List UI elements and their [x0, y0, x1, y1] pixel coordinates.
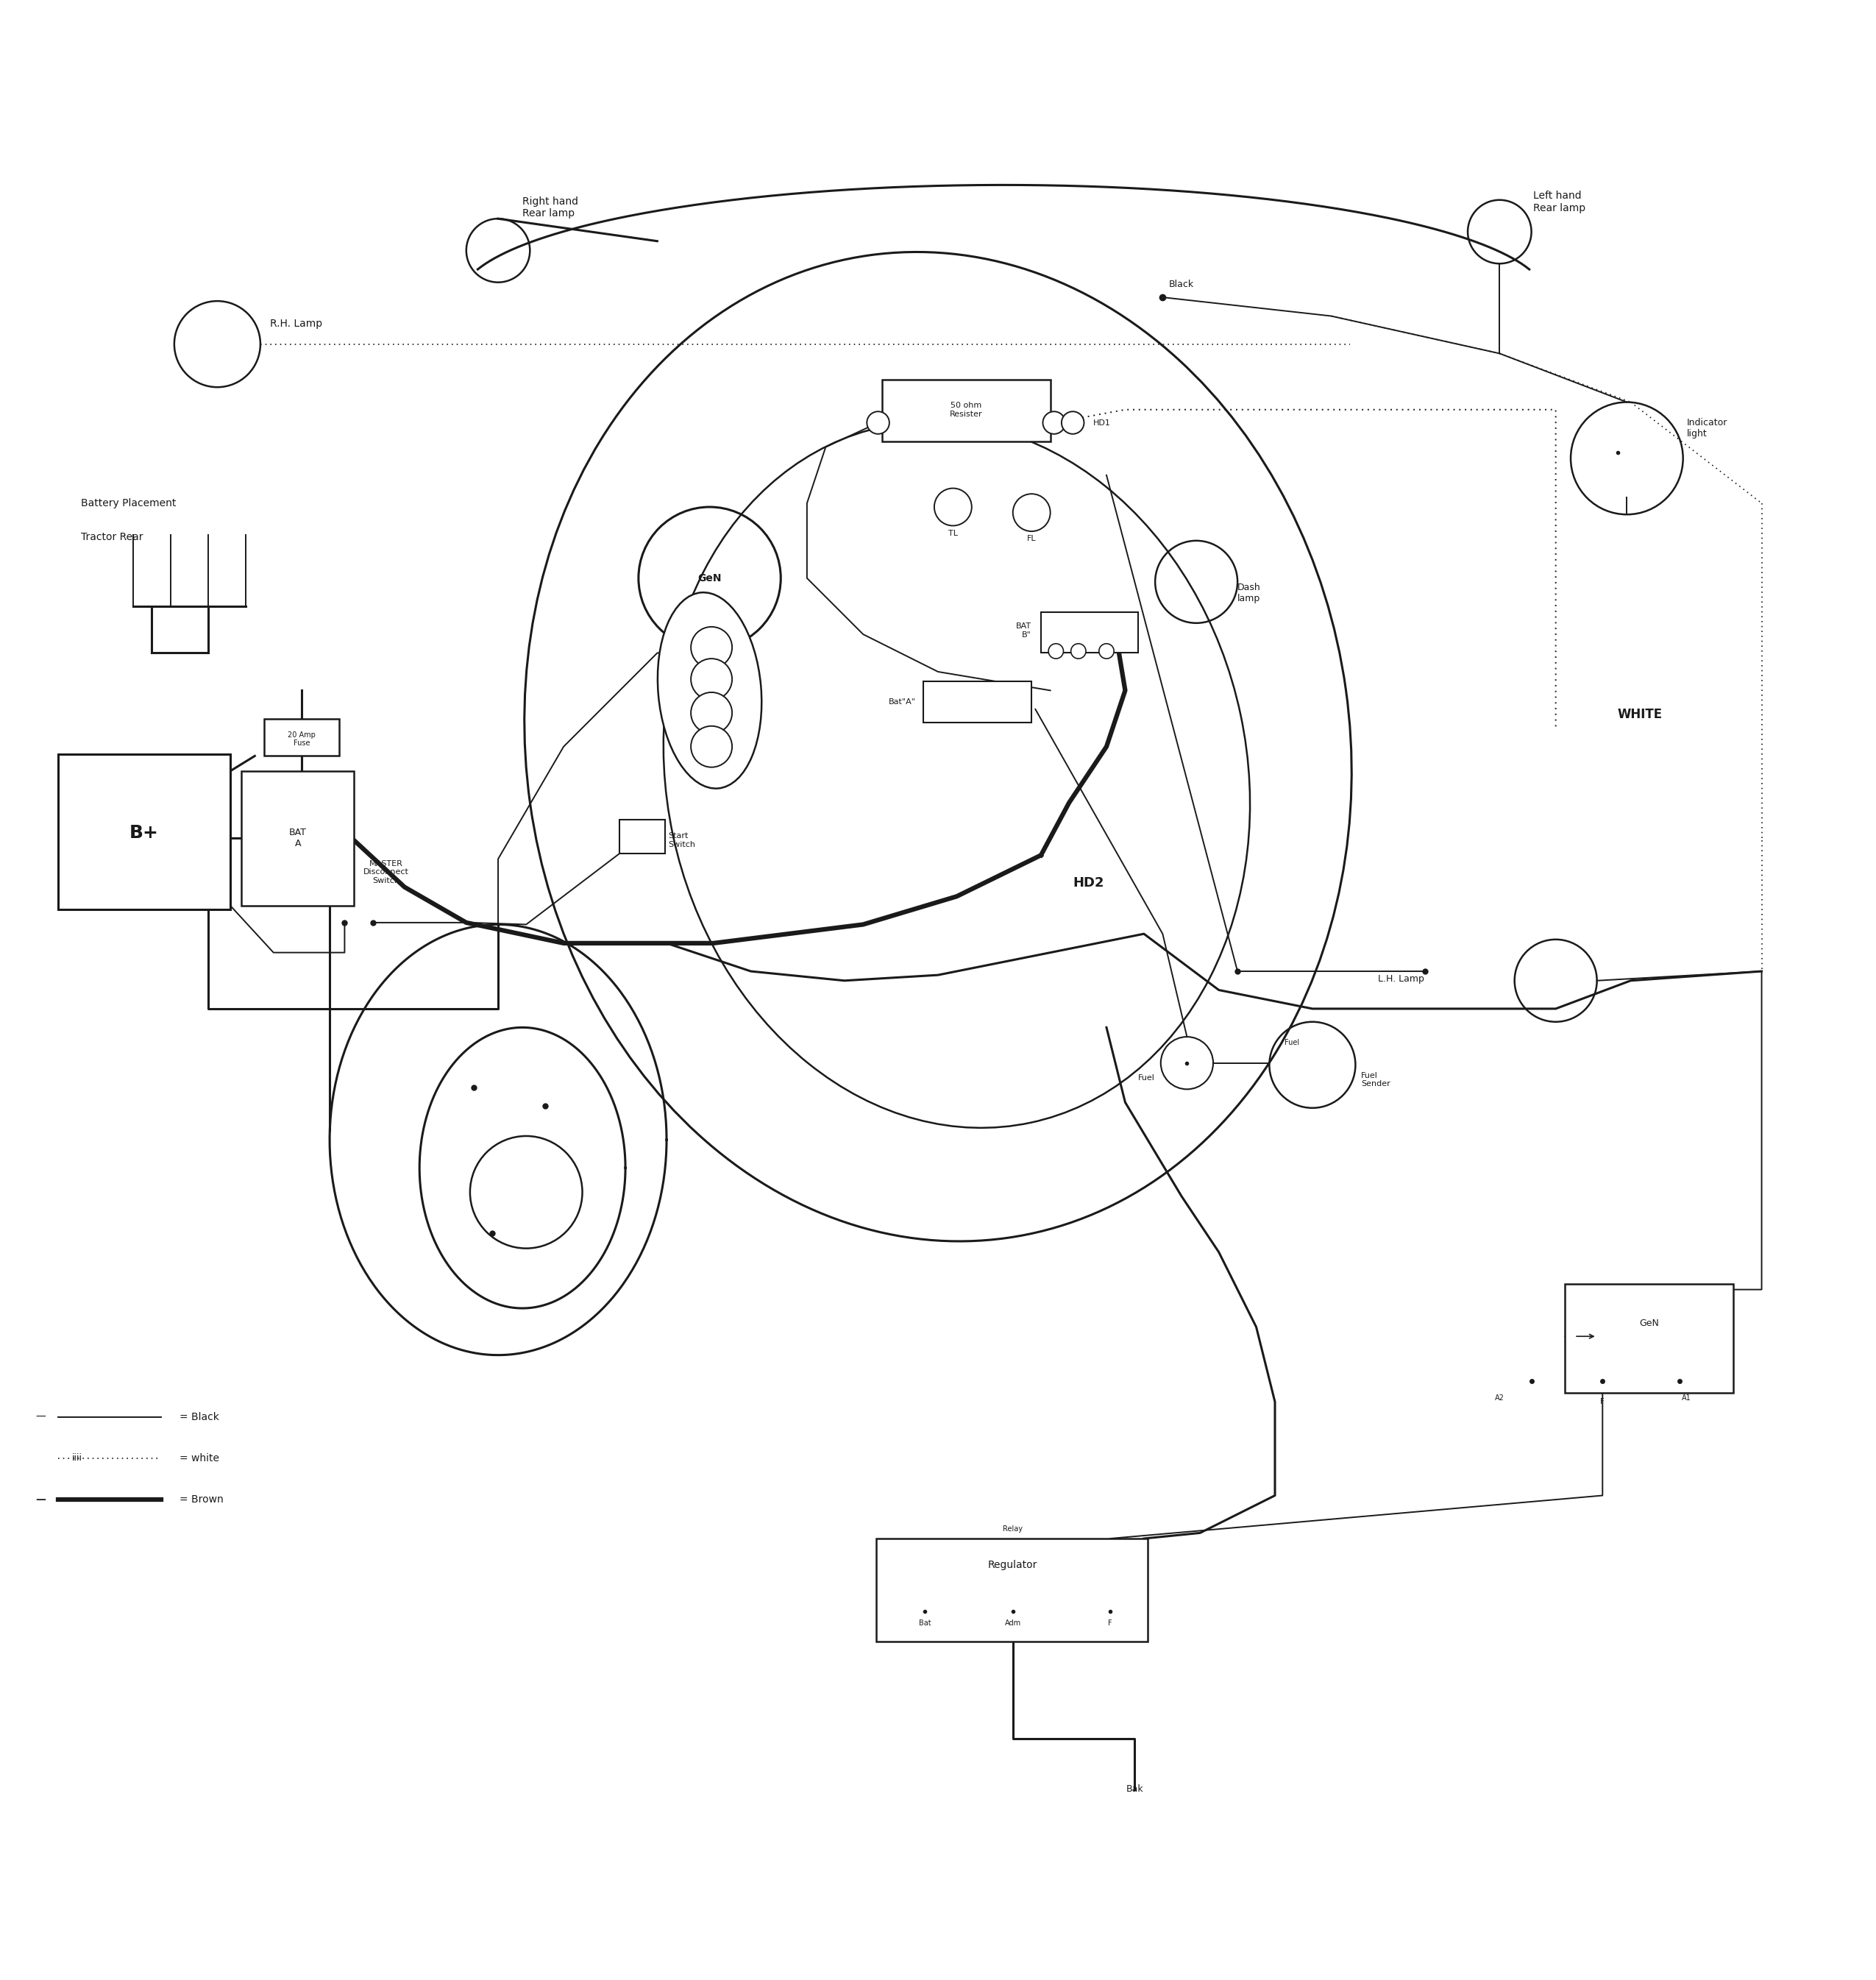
Circle shape: [1099, 644, 1114, 659]
Circle shape: [1071, 644, 1086, 659]
Bar: [58, 754, 231, 909]
Circle shape: [690, 659, 732, 699]
Circle shape: [690, 693, 732, 733]
Text: 20 Amp
Fuse: 20 Amp Fuse: [287, 731, 315, 746]
Circle shape: [1013, 493, 1051, 531]
Circle shape: [690, 727, 732, 766]
Bar: [1041, 612, 1139, 653]
Text: iiii: iiii: [71, 1453, 83, 1463]
Text: L.H. Lamp: L.H. Lamp: [1377, 974, 1424, 984]
Text: F: F: [1600, 1398, 1604, 1406]
Text: —: —: [36, 1412, 45, 1422]
Text: Fuel: Fuel: [1139, 1075, 1156, 1081]
Text: HD2: HD2: [1073, 877, 1105, 889]
Text: Regulator: Regulator: [989, 1560, 1037, 1570]
Text: A1: A1: [1683, 1394, 1692, 1402]
Circle shape: [934, 489, 972, 527]
Text: Indicator
light: Indicator light: [1687, 418, 1728, 440]
Text: F: F: [1109, 1620, 1112, 1626]
Ellipse shape: [658, 592, 762, 788]
Text: = Black: = Black: [180, 1412, 219, 1422]
Circle shape: [1062, 412, 1084, 434]
Circle shape: [1049, 644, 1064, 659]
Text: HD1: HD1: [1094, 420, 1111, 426]
Text: Fuel: Fuel: [1285, 1040, 1300, 1045]
Text: Relay: Relay: [1004, 1525, 1022, 1533]
Text: GeN: GeN: [1640, 1319, 1658, 1329]
Text: Start
Switch: Start Switch: [668, 832, 696, 847]
Circle shape: [471, 1137, 582, 1247]
Text: GeN: GeN: [698, 572, 722, 584]
Text: Left hand
Rear lamp: Left hand Rear lamp: [1533, 190, 1585, 214]
Text: Battery Placement: Battery Placement: [81, 499, 176, 509]
Circle shape: [1043, 412, 1066, 434]
Bar: [1565, 1283, 1733, 1392]
Text: 50 ohm
Resister: 50 ohm Resister: [949, 402, 983, 418]
Bar: [265, 719, 340, 756]
Text: Black: Black: [1169, 279, 1193, 289]
Circle shape: [867, 412, 889, 434]
Text: = Brown: = Brown: [180, 1495, 223, 1505]
Text: WHITE: WHITE: [1617, 709, 1662, 721]
Text: Bak: Bak: [1126, 1784, 1142, 1794]
Text: MASTER
Disconnect
Switch: MASTER Disconnect Switch: [364, 859, 409, 885]
Bar: [876, 1538, 1148, 1641]
Text: = white: = white: [180, 1453, 219, 1463]
Text: BAT
A: BAT A: [289, 828, 306, 849]
Text: BAT
B": BAT B": [1017, 622, 1032, 638]
Text: B+: B+: [129, 824, 159, 841]
Circle shape: [690, 628, 732, 667]
Text: Bat: Bat: [919, 1620, 930, 1626]
Text: Adm: Adm: [1006, 1620, 1021, 1626]
Text: —: —: [36, 1495, 45, 1505]
Text: Tractor Rear: Tractor Rear: [81, 533, 143, 543]
Bar: [923, 681, 1032, 723]
Text: FL: FL: [1026, 535, 1036, 543]
Text: Dash
lamp: Dash lamp: [1238, 582, 1261, 604]
Text: Right hand
Rear lamp: Right hand Rear lamp: [522, 196, 578, 218]
Text: R.H. Lamp: R.H. Lamp: [270, 319, 323, 329]
Text: A2: A2: [1495, 1394, 1505, 1402]
Text: Bat"A": Bat"A": [889, 699, 915, 705]
Bar: [619, 820, 664, 853]
Bar: [882, 380, 1051, 442]
Text: TL: TL: [947, 529, 959, 537]
Text: Fuel
Sender: Fuel Sender: [1362, 1071, 1390, 1087]
Bar: [242, 770, 355, 905]
